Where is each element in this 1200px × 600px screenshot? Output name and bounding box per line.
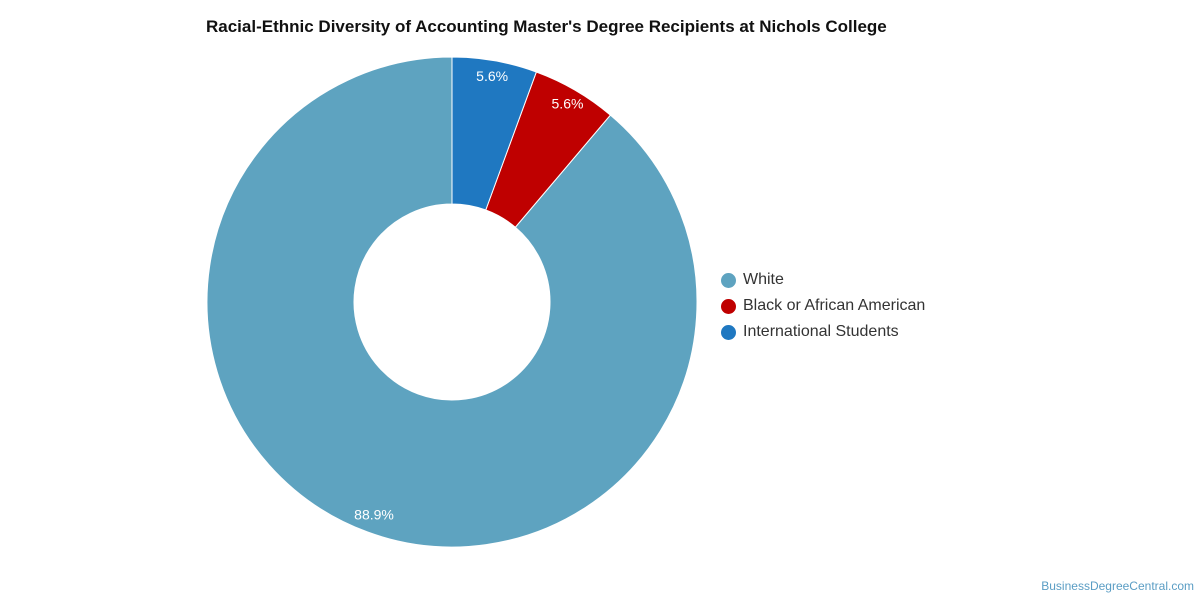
- legend-label: International Students: [743, 323, 899, 340]
- slice-label-white: 88.9%: [354, 507, 394, 523]
- donut-slices: [206, 56, 698, 548]
- slice-label-black-or-african-american: 5.6%: [552, 96, 584, 112]
- legend-item-black-or-african-american[interactable]: Black or African American: [721, 293, 925, 319]
- slice-label-international-students: 5.6%: [476, 68, 508, 84]
- legend-item-white[interactable]: White: [721, 267, 925, 293]
- watermark: BusinessDegreeCentral.com: [1041, 579, 1194, 593]
- legend-swatch-icon: [721, 272, 736, 288]
- donut-slice-labels: 88.9% 5.6% 5.6%: [354, 68, 583, 523]
- legend-label: Black or African American: [743, 297, 926, 314]
- slice-international-students[interactable]: [451, 56, 537, 211]
- chart-legend: White Black or African American Internatio…: [721, 267, 925, 345]
- legend-swatch-icon: [721, 324, 736, 340]
- legend-label: White: [743, 271, 784, 288]
- legend-swatch-icon: [721, 298, 736, 314]
- slice-white[interactable]: [206, 56, 698, 548]
- legend-item-international-students[interactable]: International Students: [721, 319, 925, 345]
- chart-title: Racial-Ethnic Diversity of Accounting Ma…: [206, 17, 887, 36]
